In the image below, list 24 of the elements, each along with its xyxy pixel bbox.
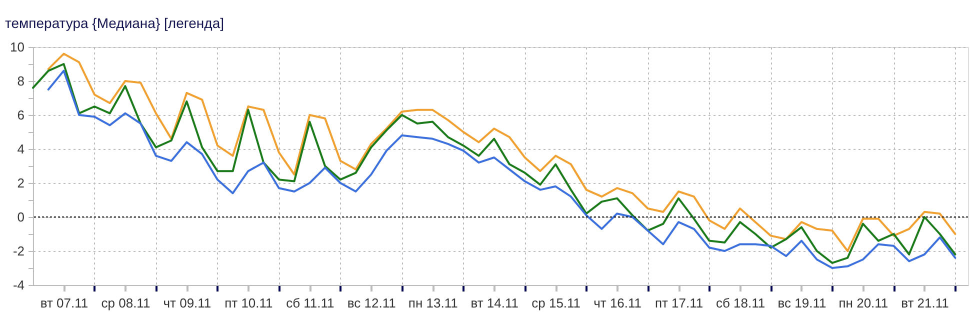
y-tick-label: -2: [12, 244, 24, 258]
x-tick-label: вт 21.11: [901, 296, 949, 310]
y-tick-label: 2: [17, 176, 24, 190]
x-tick-label: чт 09.11: [163, 296, 212, 310]
y-tick-label: 10: [10, 40, 24, 54]
x-tick-label: пт 10.11: [224, 296, 273, 310]
y-tick-label: -4: [12, 278, 24, 292]
x-tick-label: вт 07.11: [40, 296, 88, 310]
x-tick-label: чт 16.11: [594, 296, 642, 310]
y-tick-label: 0: [17, 210, 24, 224]
x-tick-label: вс 19.11: [778, 296, 826, 310]
x-tick-label: сб 18.11: [716, 296, 766, 310]
y-tick-label: 6: [17, 108, 24, 122]
x-tick-label: пт 17.11: [654, 296, 704, 310]
x-tick-label: вс 12.11: [347, 296, 396, 310]
x-tick-label: пн 13.11: [408, 296, 458, 310]
chart-title: температура {Медиана} [легенда]: [5, 15, 224, 31]
x-tick-label: вт 14.11: [470, 296, 518, 310]
x-tick-label: ср 15.11: [532, 296, 581, 310]
x-tick-label: сб 11.11: [286, 296, 334, 310]
y-tick-label: 8: [17, 74, 24, 88]
y-tick-label: 4: [17, 142, 24, 156]
x-tick-label: ср 08.11: [101, 296, 150, 310]
x-tick-label: пн 20.11: [838, 296, 888, 310]
